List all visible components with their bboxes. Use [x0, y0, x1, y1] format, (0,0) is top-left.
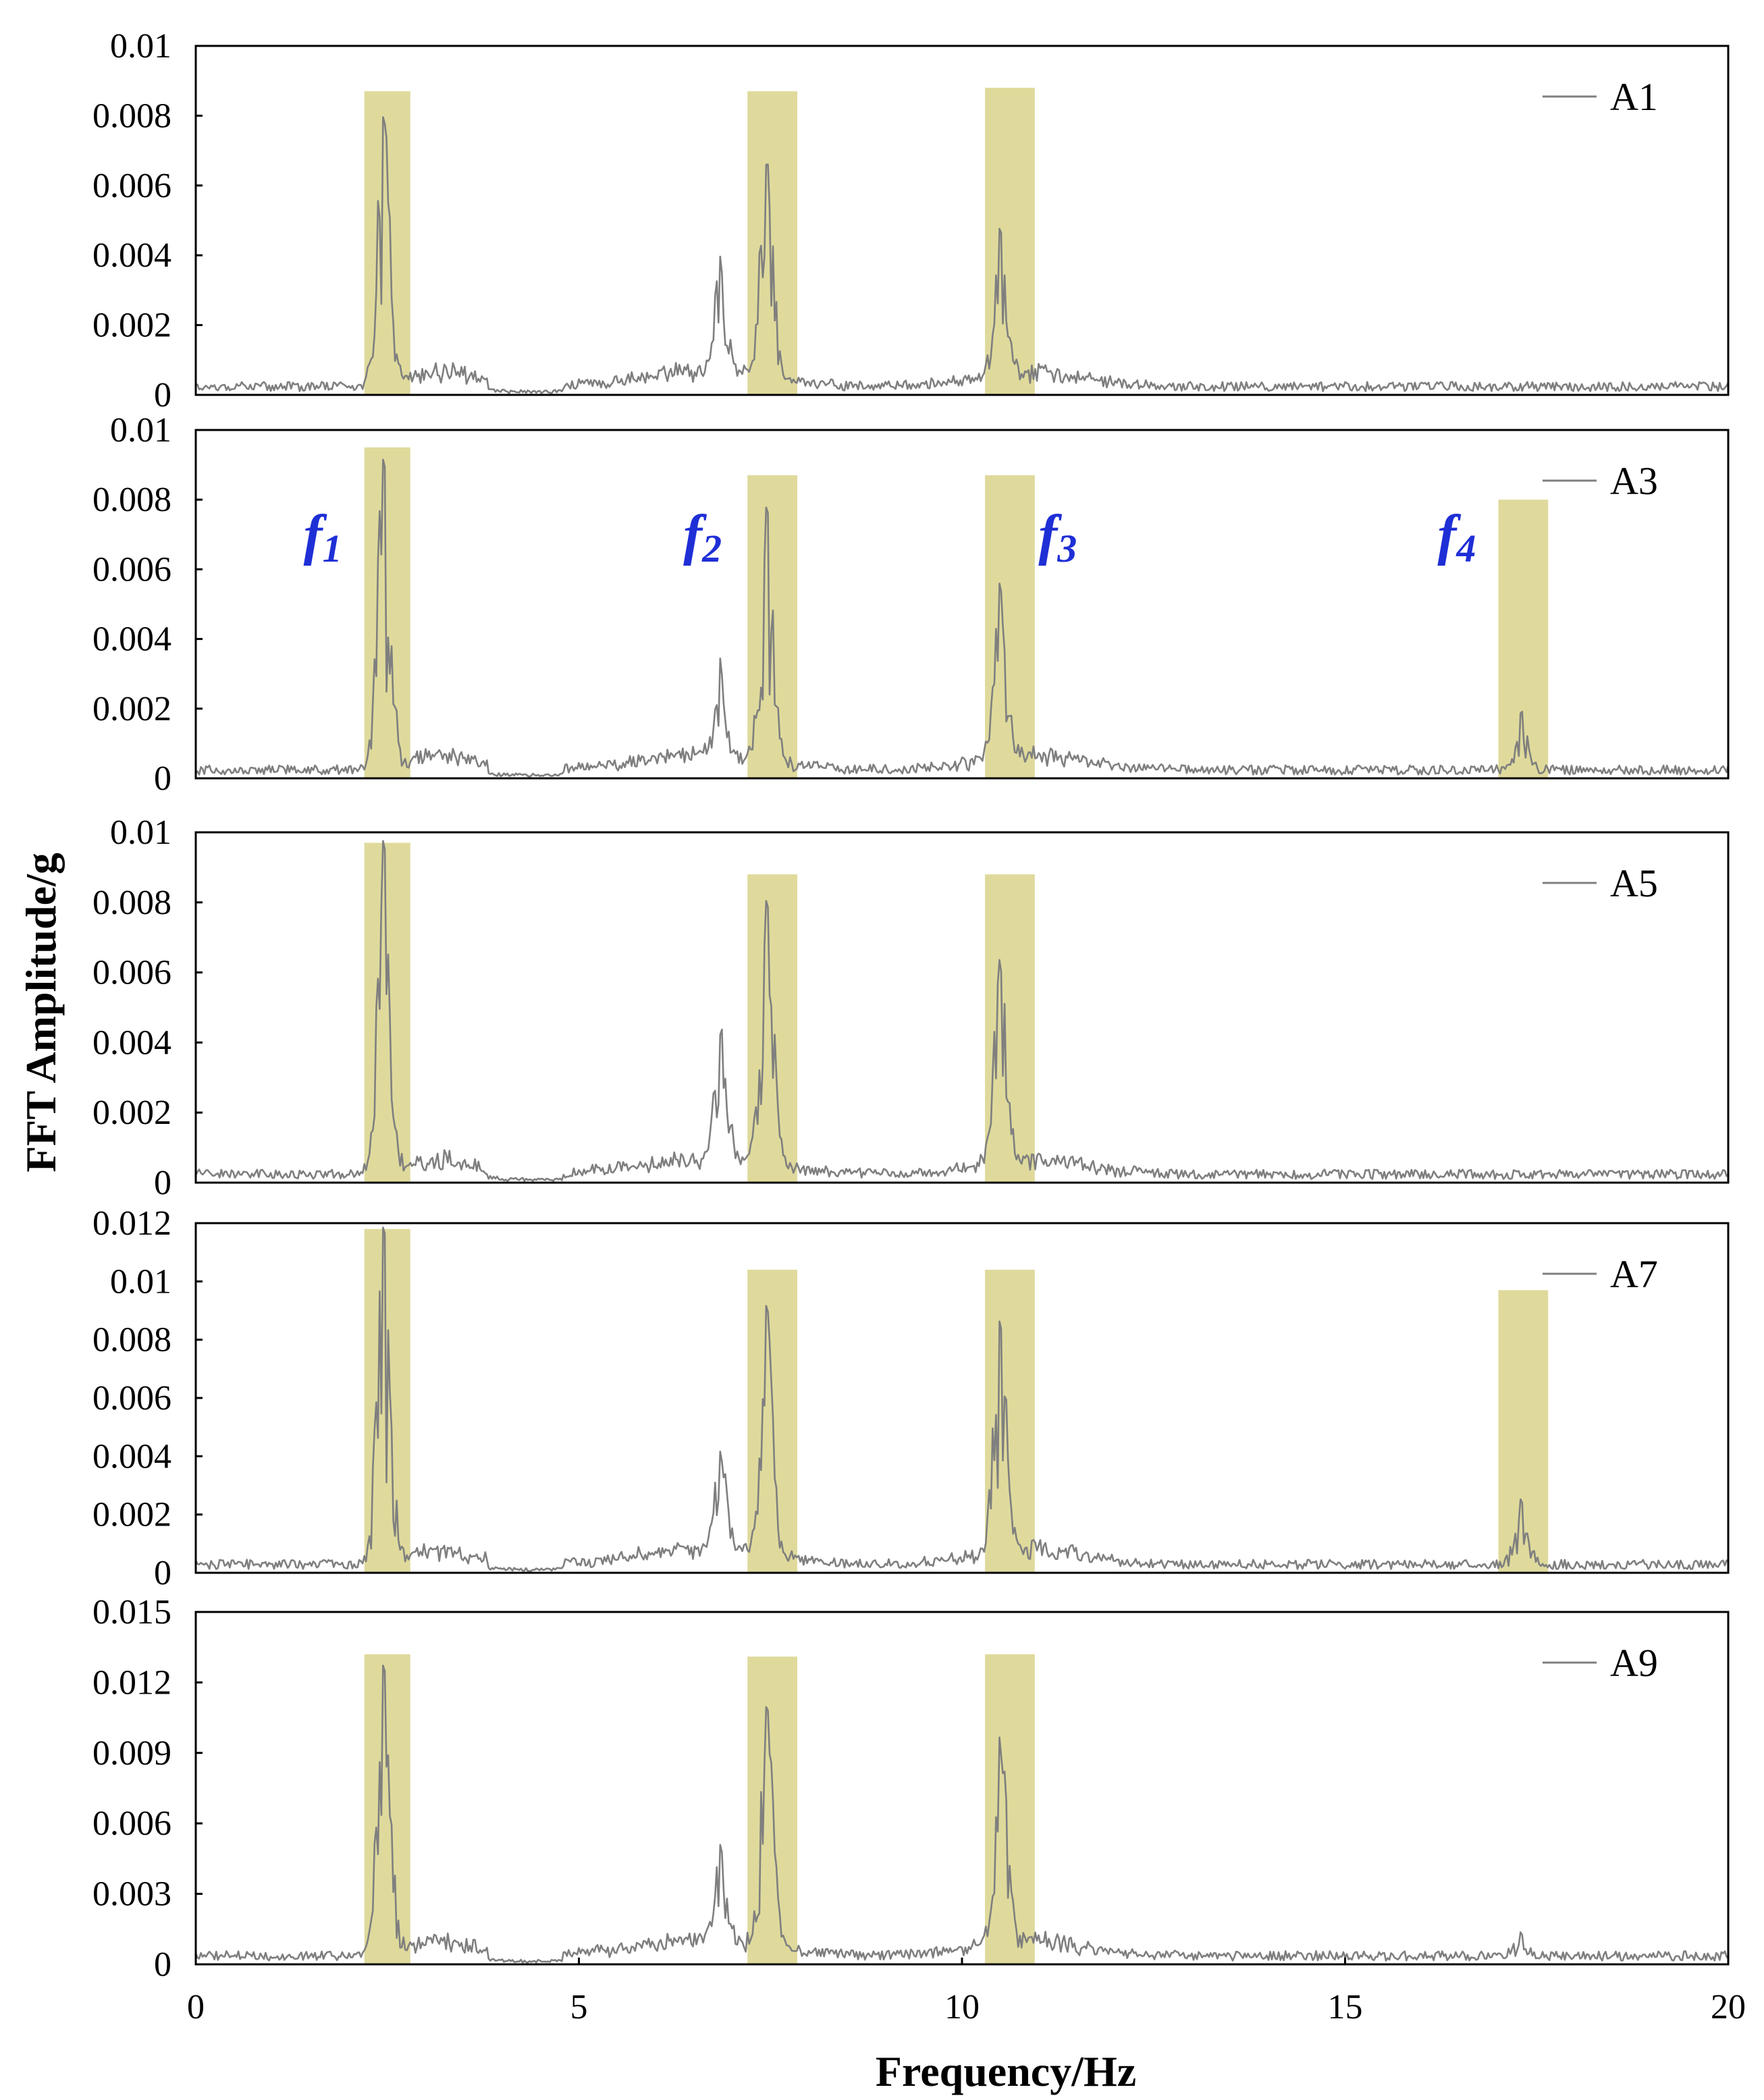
y-tick-label: 0 [154, 1164, 171, 1202]
x-tick-label: 0 [187, 1988, 205, 2026]
mode-label-f3: f3 [1038, 504, 1077, 570]
y-tick-label: 0.004 [92, 1023, 171, 1062]
y-tick-label: 0.002 [92, 1094, 171, 1132]
panel-a1: 0.01 0.008 0.006 0.004 0.002 0 A1 [92, 27, 1730, 414]
legend-label-a5: A5 [1610, 861, 1658, 905]
mode-label-f4: f4 [1437, 504, 1476, 570]
panel-a9: 0.015 0.012 0.009 0.006 0.003 0 A9 [92, 1593, 1730, 1984]
y-tick-label: 0.002 [92, 306, 171, 345]
annotations-layer: f1 f2 f3 f4 [304, 504, 1476, 570]
x-tick-label: 15 [1328, 1988, 1363, 2026]
y-tick-label: 0.006 [92, 1379, 171, 1418]
plot-frame [194, 1611, 1730, 1966]
y-tick-label: 0.01 [110, 411, 171, 450]
y-tick-label: 0.008 [92, 884, 171, 922]
spectrum-line-a5 [194, 840, 1729, 1182]
x-axis: 0 5 10 15 20 [187, 1958, 1746, 2026]
y-tick-label: 0 [154, 1945, 171, 1984]
plot-frame [194, 45, 1730, 396]
y-tick-label: 0.004 [92, 620, 171, 659]
y-tick-label: 0.006 [92, 954, 171, 992]
panels-layer: 0.01 0.008 0.006 0.004 0.002 0 A1 0.01 0.008 0.00… [92, 27, 1730, 1984]
x-tick-label: 5 [570, 1988, 588, 2026]
highlight-band [364, 842, 410, 1183]
y-tick-label: 0.01 [110, 1262, 171, 1301]
x-tick-label: 20 [1711, 1988, 1746, 2026]
panel-a3: 0.01 0.008 0.006 0.004 0.002 0 A3 [92, 411, 1730, 798]
legend-label-a9: A9 [1610, 1641, 1658, 1685]
y-tick-label: 0 [154, 759, 171, 798]
y-tick-label: 0.008 [92, 97, 171, 135]
plot-frame [194, 831, 1730, 1184]
panel-a7: 0.012 0.01 0.008 0.006 0.004 0.002 0 A7 [92, 1204, 1730, 1592]
y-tick-label: 0.012 [92, 1204, 171, 1243]
y-tick-label: 0.006 [92, 550, 171, 589]
spectrum-line-a7 [194, 1227, 1729, 1572]
highlight-band [364, 91, 410, 395]
y-tick-label: 0.002 [92, 690, 171, 728]
y-tick-label: 0.006 [92, 1804, 171, 1843]
legend-label-a3: A3 [1610, 459, 1658, 503]
y-tick-label: 0.01 [110, 813, 171, 852]
highlight-band [985, 874, 1035, 1183]
legend-label-a1: A1 [1610, 75, 1658, 119]
y-tick-label: 0.009 [92, 1734, 171, 1773]
spectrum-line-a1 [195, 116, 1730, 394]
highlight-band [985, 88, 1035, 396]
x-axis-title: Frequency/Hz [876, 2047, 1136, 2095]
y-tick-label: 0.015 [92, 1593, 171, 1632]
y-tick-label: 0.008 [92, 1321, 171, 1359]
y-tick-label: 0 [154, 376, 171, 414]
y-tick-label: 0.002 [92, 1496, 171, 1534]
spectrum-line-a3 [194, 458, 1730, 778]
y-tick-label: 0 [154, 1554, 171, 1592]
y-tick-label: 0.004 [92, 236, 171, 275]
mode-label-f2: f2 [683, 504, 722, 570]
y-tick-label: 0.004 [92, 1437, 171, 1476]
y-tick-label: 0.006 [92, 167, 171, 205]
y-tick-label: 0.008 [92, 481, 171, 519]
highlight-band [985, 1654, 1035, 1964]
y-axis-title: FFT Amplitude/g [17, 853, 65, 1173]
highlight-band [985, 475, 1035, 778]
spectrum-line-a9 [194, 1665, 1729, 1964]
mode-label-f1: f1 [304, 504, 342, 570]
highlight-band [985, 1270, 1035, 1573]
x-tick-label: 10 [944, 1988, 980, 2026]
legend-label-a7: A7 [1610, 1252, 1658, 1296]
y-tick-label: 0.003 [92, 1875, 171, 1914]
highlight-band [747, 1657, 797, 1964]
y-tick-label: 0.012 [92, 1663, 171, 1702]
y-tick-label: 0.01 [110, 27, 171, 65]
panel-a5: 0.01 0.008 0.006 0.004 0.002 0 A5 [92, 813, 1730, 1202]
plot-frame [194, 429, 1730, 780]
